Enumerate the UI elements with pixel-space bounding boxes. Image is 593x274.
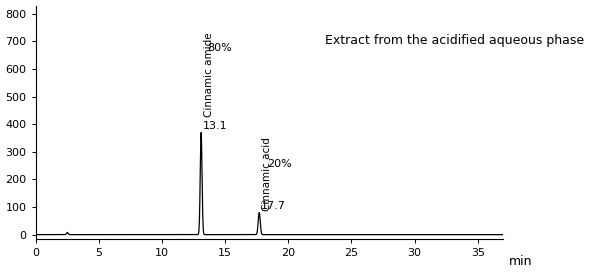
Text: 20%: 20% xyxy=(267,159,292,169)
Text: 17.7: 17.7 xyxy=(260,201,285,211)
Text: min: min xyxy=(509,255,532,269)
Text: 13.1: 13.1 xyxy=(202,121,227,131)
Text: Cinnamic amide: Cinnamic amide xyxy=(204,32,214,117)
Text: Cinnamic acid: Cinnamic acid xyxy=(262,137,272,211)
Text: 80%: 80% xyxy=(208,43,232,53)
Text: Extract from the acidified aqueous phase: Extract from the acidified aqueous phase xyxy=(326,33,585,47)
